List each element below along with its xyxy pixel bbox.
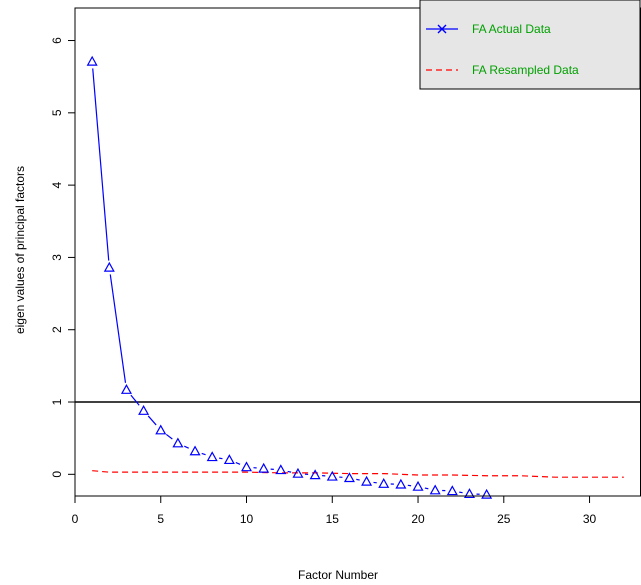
series-resampled-line — [92, 470, 624, 478]
series-actual-segment — [201, 452, 206, 456]
y-axis-title: eigen values of principal factors — [13, 166, 27, 334]
y-tick-label: 5 — [50, 109, 64, 116]
series-actual-point — [429, 484, 441, 495]
series-actual-point — [172, 437, 184, 448]
legend-actual-label: FA Actual Data — [472, 22, 551, 36]
x-axis: 0 5 10 15 20 25 30 — [72, 495, 597, 526]
series-actual-segment — [356, 478, 360, 481]
legend: FA Actual Data FA Resampled Data — [419, 0, 641, 90]
x-axis-title: Factor Number — [298, 568, 378, 582]
legend-resampled-label: FA Resampled Data — [472, 63, 579, 77]
x-tick-label: 20 — [411, 512, 425, 526]
series-actual-segment — [459, 491, 463, 494]
series-actual-segment — [130, 394, 140, 406]
series-actual-segment — [235, 462, 241, 465]
series-actual-point — [343, 472, 355, 483]
series-actual-point — [223, 454, 235, 465]
y-axis: 0 1 2 3 4 5 6 — [50, 37, 76, 478]
series-actual-point — [86, 55, 98, 66]
series-actual-segment — [184, 445, 189, 449]
series-actual-point — [155, 424, 167, 435]
series-actual-segment — [109, 274, 127, 383]
y-tick-label: 2 — [50, 326, 64, 333]
series-actual-point — [292, 467, 304, 478]
x-tick-label: 0 — [72, 512, 79, 526]
series-actual-segment — [92, 68, 110, 261]
x-tick-label: 15 — [326, 512, 340, 526]
series-actual-point — [206, 451, 218, 462]
series-actual-point — [446, 485, 458, 496]
plot-area — [75, 55, 641, 499]
series-actual-point — [258, 462, 270, 473]
series-actual-point — [326, 470, 338, 481]
legend-actual-x-marker — [437, 24, 447, 34]
series-actual-point — [120, 383, 132, 394]
y-tick-label: 4 — [50, 181, 64, 188]
series-actual-segment — [219, 457, 223, 460]
series-actual-point — [463, 488, 476, 499]
series-actual-point — [412, 480, 424, 491]
series-actual-segment — [424, 487, 429, 490]
x-tick-label: 5 — [157, 512, 164, 526]
x-tick-label: 10 — [240, 512, 254, 526]
series-actual-point — [103, 261, 115, 272]
series-actual-point — [395, 478, 407, 489]
series-actual-segment — [287, 470, 292, 473]
x-tick-label: 25 — [497, 512, 511, 526]
legend-box — [419, 0, 641, 90]
y-tick-label: 0 — [50, 471, 64, 478]
series-actual-point — [378, 477, 390, 488]
series-actual-point — [138, 404, 150, 415]
series-actual-point — [275, 464, 287, 475]
series-actual-point — [189, 445, 201, 456]
series-actual-segment — [165, 433, 173, 440]
series-actual-point — [361, 475, 373, 486]
series-actual-point — [309, 469, 321, 480]
y-tick-label: 6 — [50, 37, 64, 44]
series-actual-point — [240, 461, 253, 472]
series-actual-segment — [147, 415, 157, 426]
x-tick-label: 30 — [583, 512, 597, 526]
y-tick-label: 3 — [50, 254, 64, 261]
series-actual-point — [481, 488, 493, 499]
y-tick-label: 1 — [50, 398, 64, 405]
